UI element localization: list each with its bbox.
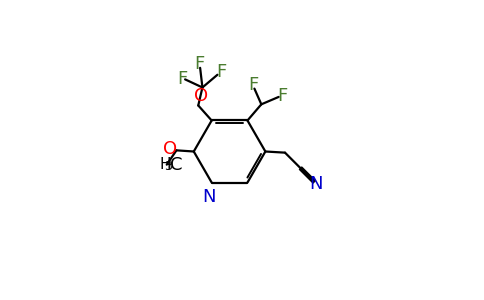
Text: C: C	[169, 156, 182, 174]
Text: 3: 3	[164, 160, 172, 173]
Text: F: F	[277, 88, 287, 106]
Text: N: N	[203, 188, 216, 206]
Text: F: F	[177, 70, 187, 88]
Text: F: F	[195, 56, 205, 74]
Text: N: N	[310, 175, 323, 193]
Text: F: F	[248, 76, 258, 94]
Text: H: H	[160, 157, 171, 172]
Text: F: F	[216, 63, 226, 81]
Text: O: O	[163, 140, 177, 158]
Text: O: O	[194, 87, 208, 105]
